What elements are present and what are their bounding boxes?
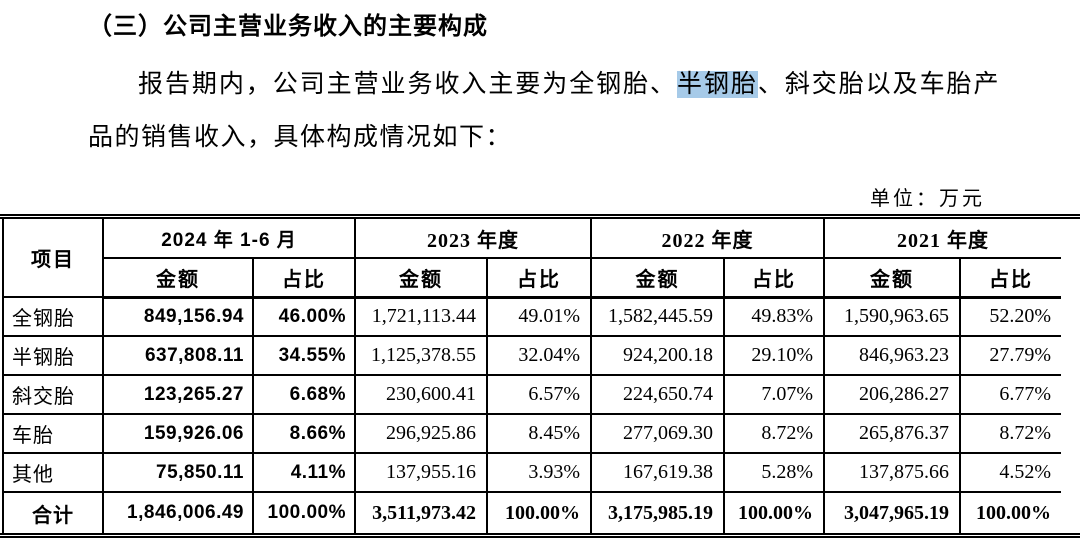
ratio-cell: 8.45% — [486, 413, 593, 454]
ratio-cell: 8.66% — [251, 413, 357, 454]
amount-cell: 1,590,963.65 — [823, 296, 962, 337]
table-header: 项目 2024 年 1-6 月 2023 年度 2022 年度 2021 年度 … — [2, 219, 1062, 299]
header-row-periods: 项目 2024 年 1-6 月 2023 年度 2022 年度 2021 年度 — [2, 219, 1062, 298]
ratio-cell: 27.79% — [959, 335, 1062, 376]
ratio-cell: 5.28% — [723, 452, 826, 493]
ratio-cell: 46.00% — [251, 296, 357, 337]
amount-cell: 849,156.94 — [102, 296, 254, 337]
revenue-table-wrapper: 项目 2024 年 1-6 月 2023 年度 2022 年度 2021 年度 … — [0, 214, 1080, 538]
table-row: 斜交胎 123,265.27 6.68% 230,600.41 6.57% 224,650… — [2, 374, 1062, 415]
row-item-label: 全钢胎 — [2, 296, 104, 337]
paragraph-text-before: 报告期内，公司主营业务收入主要为全钢胎、 — [138, 71, 678, 98]
header-row-subcolumns: 金额 占比 金额 占比 金额 占比 金额 占比 — [3, 257, 1062, 299]
header-amount-2023: 金额 — [354, 257, 489, 299]
table-row: 其他 75,850.11 4.11% 137,955.16 3.93% 167,619.3… — [2, 452, 1062, 493]
unit-label: 单位：万元 — [870, 188, 985, 210]
header-period-2024h1: 2024 年 1-6 月 — [101, 219, 357, 259]
amount-cell: 1,721,113.44 — [354, 296, 489, 337]
intro-paragraph: 报告期内，公司主营业务收入主要为全钢胎、半钢胎、斜交胎以及车胎产品的销售收入，具… — [88, 58, 1000, 164]
ratio-cell: 8.72% — [723, 413, 826, 454]
amount-cell: 137,875.66 — [823, 452, 962, 493]
header-amount-2021: 金额 — [823, 257, 962, 299]
header-period-2021: 2021 年度 — [823, 219, 1062, 259]
amount-cell: 159,926.06 — [102, 413, 254, 454]
header-ratio-2023: 占比 — [486, 257, 593, 299]
amount-cell: 3,511,973.42 — [354, 491, 489, 533]
amount-cell: 846,963.23 — [823, 335, 962, 376]
revenue-composition-table: 项目 2024 年 1-6 月 2023 年度 2022 年度 2021 年度 … — [2, 219, 1062, 533]
ratio-cell: 4.11% — [251, 452, 357, 493]
amount-cell: 137,955.16 — [354, 452, 489, 493]
table-total-row: 合计 1,846,006.49 100.00% 3,511,973.42 100.00%… — [2, 491, 1062, 533]
table-row: 车胎 159,926.06 8.66% 296,925.86 8.45% 277,069.… — [2, 413, 1062, 454]
section-heading: （三）公司主营业务收入的主要构成 — [88, 13, 488, 40]
amount-cell: 296,925.86 — [354, 413, 489, 454]
amount-cell: 1,846,006.49 — [102, 491, 254, 533]
amount-cell: 206,286.27 — [823, 374, 962, 415]
header-period-2022: 2022 年度 — [590, 219, 826, 259]
ratio-cell: 100.00% — [251, 491, 357, 533]
row-item-label: 半钢胎 — [2, 335, 104, 376]
ratio-cell: 8.72% — [959, 413, 1062, 454]
amount-cell: 123,265.27 — [102, 374, 254, 415]
row-item-label: 合计 — [2, 491, 104, 533]
header-period-2023: 2023 年度 — [354, 219, 593, 259]
ratio-cell: 3.93% — [486, 452, 593, 493]
table-row: 半钢胎 637,808.11 34.55% 1,125,378.55 32.04% 924… — [2, 335, 1062, 376]
ratio-cell: 6.68% — [251, 374, 357, 415]
ratio-cell: 100.00% — [723, 491, 826, 533]
row-item-label: 斜交胎 — [2, 374, 104, 415]
header-ratio-2024h1: 占比 — [251, 257, 357, 299]
amount-cell: 3,047,965.19 — [823, 491, 962, 533]
highlighted-term: 半钢胎 — [677, 71, 758, 98]
amount-cell: 1,125,378.55 — [354, 335, 489, 376]
header-amount-2024h1: 金额 — [102, 257, 254, 299]
amount-cell: 265,876.37 — [823, 413, 962, 454]
table-body: 全钢胎 849,156.94 46.00% 1,721,113.44 49.01% 1,5… — [2, 296, 1062, 533]
ratio-cell: 52.20% — [959, 296, 1062, 337]
ratio-cell: 32.04% — [486, 335, 593, 376]
amount-cell: 1,582,445.59 — [590, 296, 726, 337]
ratio-cell: 49.83% — [723, 296, 826, 337]
amount-cell: 277,069.30 — [590, 413, 726, 454]
table-row: 全钢胎 849,156.94 46.00% 1,721,113.44 49.01% 1,5… — [2, 296, 1062, 337]
ratio-cell: 49.01% — [486, 296, 593, 337]
amount-cell: 230,600.41 — [354, 374, 489, 415]
amount-cell: 75,850.11 — [102, 452, 254, 493]
ratio-cell: 29.10% — [723, 335, 826, 376]
amount-cell: 3,175,985.19 — [590, 491, 726, 533]
amount-cell: 224,650.74 — [590, 374, 726, 415]
header-ratio-2021: 占比 — [959, 257, 1062, 299]
ratio-cell: 100.00% — [959, 491, 1062, 533]
row-item-label: 车胎 — [2, 413, 104, 454]
row-item-label: 其他 — [2, 452, 104, 493]
ratio-cell: 4.52% — [959, 452, 1062, 493]
header-amount-2022: 金额 — [590, 257, 726, 299]
amount-cell: 924,200.18 — [590, 335, 726, 376]
ratio-cell: 6.57% — [486, 374, 593, 415]
amount-cell: 637,808.11 — [102, 335, 254, 376]
paragraph-text-after: 、斜交胎以及车胎产品的销售收入，具体构成情况如下： — [88, 71, 1000, 151]
ratio-cell: 6.77% — [959, 374, 1062, 415]
ratio-cell: 7.07% — [723, 374, 826, 415]
header-ratio-2022: 占比 — [723, 257, 826, 299]
amount-cell: 167,619.38 — [590, 452, 726, 493]
ratio-cell: 100.00% — [486, 491, 593, 533]
header-item: 项目 — [2, 219, 104, 298]
ratio-cell: 34.55% — [251, 335, 357, 376]
